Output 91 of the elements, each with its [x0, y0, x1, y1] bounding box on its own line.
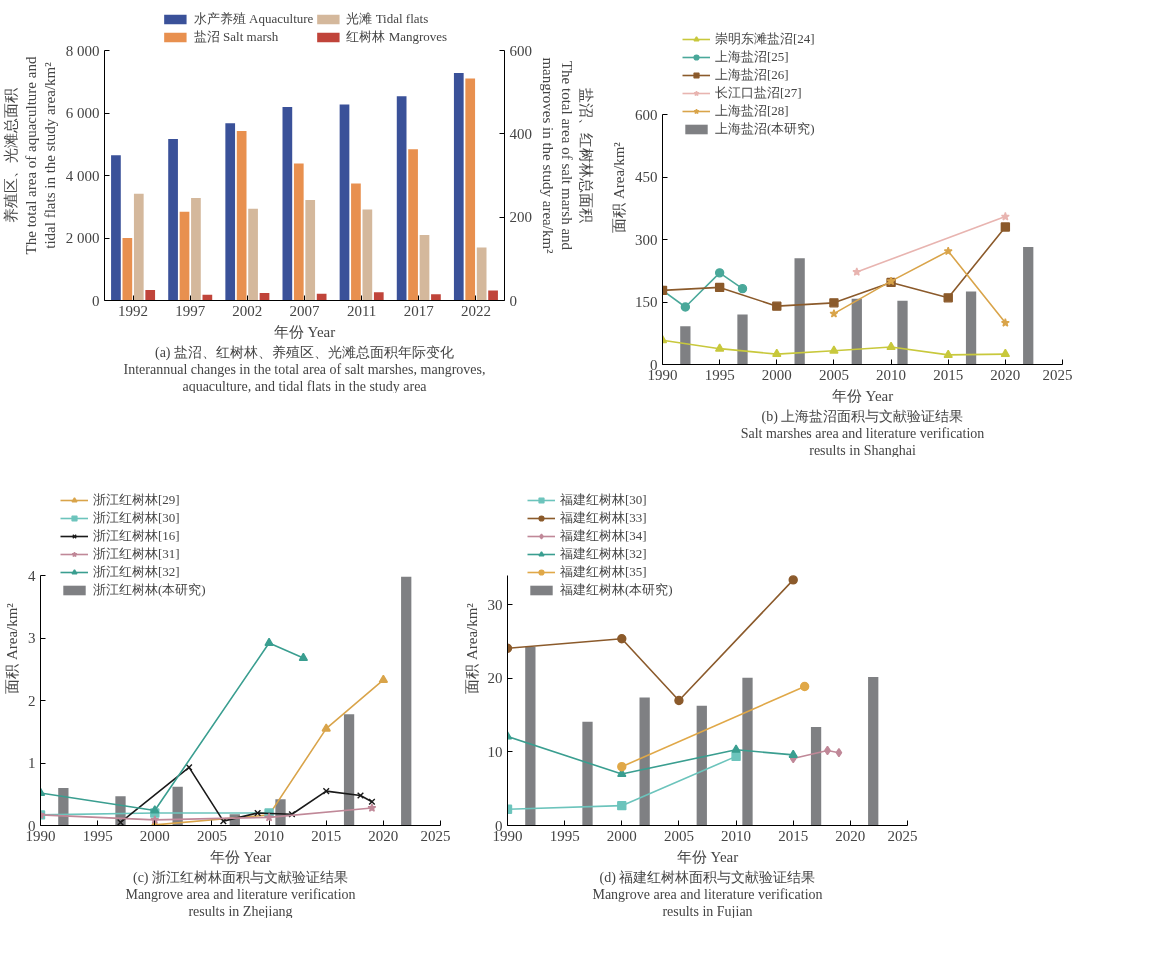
- x-tick-label: 2010: [876, 366, 907, 383]
- y-tick-label: 6 000: [65, 105, 100, 121]
- text: Interannual changes in the total area of salt marshes, mangroves,: [123, 361, 486, 377]
- x-tick-label: 2010: [254, 827, 285, 844]
- y-axis-title: 面积 Area/km²: [4, 602, 20, 694]
- x-tick-label: 1992: [118, 302, 149, 319]
- legend-label: 福建红树林[33]: [560, 509, 647, 527]
- x-axis-title: 年份 Year: [676, 848, 739, 865]
- x-tick-label: 2025: [420, 827, 451, 844]
- y-tick-label: 30: [487, 596, 503, 613]
- x-tick-label: 2010: [721, 827, 752, 844]
- legend-label: 上海盐沼[28]: [715, 102, 789, 120]
- legend-label: 浙江红树林(本研究): [93, 581, 206, 599]
- legend-label: 红树林 Mangroves: [346, 28, 448, 46]
- x-tick-label: 1995: [704, 366, 735, 383]
- y2-tick-label: 400: [509, 125, 532, 142]
- legend-label: 长江口盐沼[27]: [715, 84, 802, 102]
- x-tick-label: 1995: [82, 827, 113, 844]
- y-tick-label: 1: [28, 755, 36, 771]
- text: Salt marshes area and literature verification: [740, 425, 985, 441]
- text: aquaculture, and tidal flats in the study area: [182, 378, 428, 394]
- x-tick-label: 2000: [606, 827, 637, 844]
- y-tick-label: 0: [92, 292, 100, 309]
- text: (b) 上海盐沼面积与文献验证结果: [761, 408, 964, 425]
- y-tick-label: 450: [635, 169, 658, 185]
- y-axis-title: 养殖区、光滩总面积 The total area of aquaculture and tidal flats in the study area/km²: [3, 56, 58, 255]
- x-axis-title: 年份 Year: [209, 848, 272, 865]
- text: (c) 浙江红树林面积与文献验证结果: [132, 869, 349, 886]
- x-tick-label: 2005: [196, 827, 227, 844]
- x-tick-label: 2005: [818, 366, 849, 383]
- x-tick-label: 2011: [346, 302, 377, 319]
- legend-label: 福建红树林[35]: [560, 563, 647, 581]
- legend-label: 浙江红树林[30]: [93, 509, 180, 527]
- legend-label: 上海盐沼(本研究): [715, 120, 815, 138]
- y-tick-label: 4: [28, 567, 36, 584]
- legend-label: 福建红树林[34]: [560, 527, 647, 545]
- y2-tick-label: 600: [509, 42, 532, 59]
- x-tick-label: 2020: [835, 827, 866, 844]
- legend-label: 上海盐沼[25]: [715, 48, 789, 66]
- y2-tick-label: 0: [509, 292, 517, 309]
- y-axis-title: 面积 Area/km²: [463, 602, 480, 694]
- x-tick-label: 2005: [663, 827, 694, 844]
- text: Mangrove area and literature verification: [592, 886, 823, 902]
- y-tick-label: 8 000: [65, 42, 100, 59]
- y-tick-label: 600: [635, 106, 658, 123]
- text: (d) 福建红树林面积与文献验证结果: [599, 869, 816, 886]
- y2-tick-label: 200: [509, 209, 532, 226]
- x-tick-label: 2015: [933, 366, 964, 383]
- legend-label: 水产养殖 Aquaculture: [193, 10, 314, 28]
- legend-label: 浙江红树林[29]: [93, 491, 180, 509]
- text: results in Shanghai: [809, 442, 916, 458]
- legend-label: 浙江红树林[16]: [93, 527, 180, 545]
- x-tick-label: 2015: [778, 827, 809, 844]
- x-tick-label: 1995: [549, 827, 580, 844]
- legend-label: 盐沼 Salt marsh: [193, 28, 279, 46]
- text: results in Zhejiang: [188, 903, 293, 919]
- y-tick-label: 3: [28, 630, 36, 646]
- x-tick-label: 2000: [139, 827, 170, 844]
- y2-axis-title: 盐沼、红树林总面积 The total area of salt marsh and mangroves in the study area/km²: [540, 57, 595, 255]
- y-tick-label: 20: [487, 670, 503, 687]
- x-tick-label: 2020: [990, 366, 1021, 383]
- y-tick-label: 300: [635, 231, 658, 248]
- y-tick-label: 2 000: [65, 230, 100, 246]
- x-tick-label: 2025: [1042, 366, 1073, 383]
- x-tick-label: 2022: [460, 302, 491, 319]
- x-tick-label: 2017: [403, 302, 435, 319]
- legend-label: 崇明东滩盐沼[24]: [715, 30, 815, 48]
- x-tick-label: 2002: [232, 302, 263, 319]
- legend-label: 福建红树林[32]: [560, 545, 647, 563]
- text: results in Fujian: [662, 903, 753, 919]
- x-tick-label: 2025: [887, 827, 918, 844]
- legend-label: 浙江红树林[32]: [93, 563, 180, 581]
- legend-label: 浙江红树林[31]: [93, 545, 180, 563]
- text: Mangrove area and literature verification: [125, 886, 356, 902]
- x-tick-label: 2000: [761, 366, 792, 383]
- x-tick-label: 2015: [311, 827, 342, 844]
- y-tick-label: 150: [635, 294, 658, 310]
- x-tick-label: 2007: [289, 302, 320, 319]
- y-axis-title: 面积 Area/km²: [611, 141, 627, 233]
- x-axis-title: 年份 Year: [273, 323, 336, 340]
- y-tick-label: 4 000: [65, 167, 100, 184]
- y-tick-label: 2: [28, 692, 36, 709]
- text: (a) 盐沼、红树林、养殖区、光滩总面积年际变化: [154, 344, 455, 361]
- x-tick-label: 1997: [175, 302, 206, 319]
- legend-label: 福建红树林[30]: [560, 491, 647, 509]
- legend-label: 福建红树林(本研究): [560, 581, 673, 599]
- legend-label: 光滩 Tidal flats: [346, 10, 429, 28]
- x-axis-title: 年份 Year: [831, 387, 894, 404]
- legend-label: 上海盐沼[26]: [715, 66, 789, 84]
- x-tick-label: 2020: [368, 827, 399, 844]
- y-tick-label: 10: [487, 743, 503, 760]
